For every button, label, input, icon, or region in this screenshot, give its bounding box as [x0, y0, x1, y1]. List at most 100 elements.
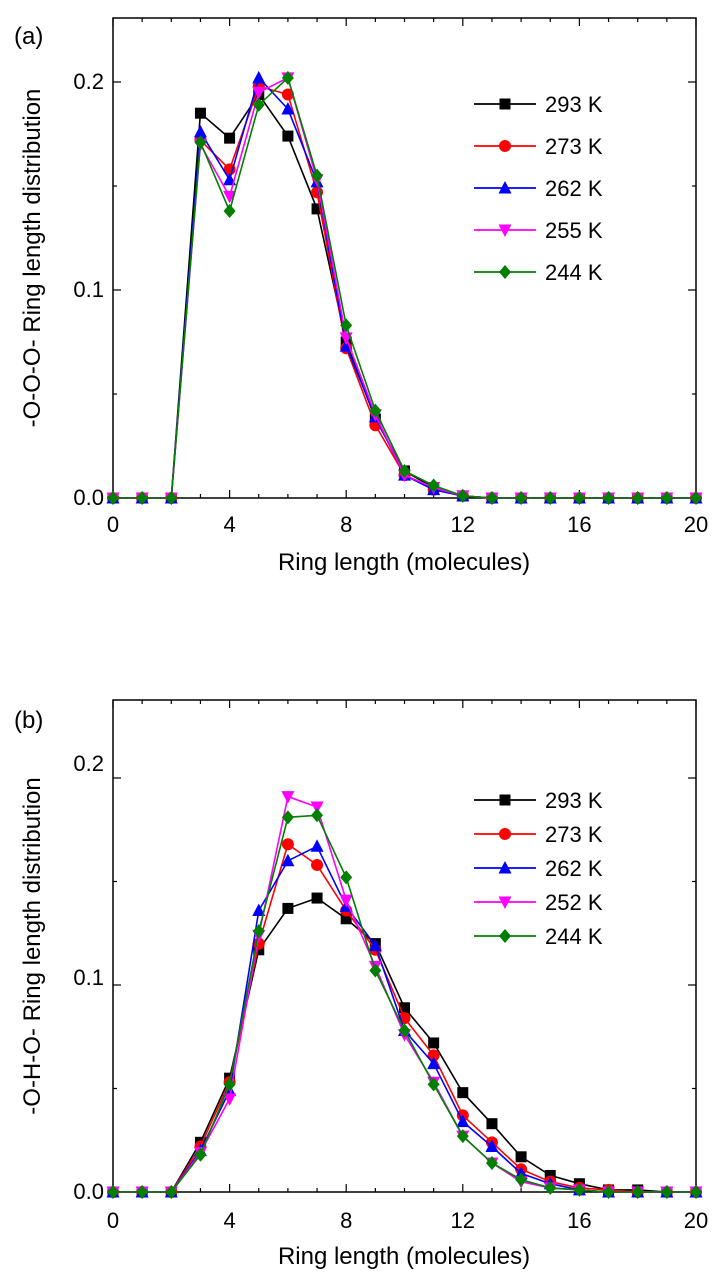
y-tick-label: 0.0	[73, 485, 104, 510]
x-tick-label: 20	[684, 1208, 708, 1233]
legend-a: 293 K 273 K 262 K 255 K 244 K	[474, 92, 603, 285]
data-point	[223, 163, 236, 176]
data-point	[485, 491, 498, 505]
data-point	[282, 130, 294, 142]
x-tick-label: 0	[107, 512, 119, 537]
series-line	[113, 93, 696, 499]
data-point	[282, 902, 294, 914]
y-tick-labels-b: 0.0 0.1 0.2	[73, 751, 104, 1204]
data-point	[136, 1185, 149, 1199]
data-point	[311, 808, 324, 823]
ticks-b	[112, 700, 697, 1193]
data-point	[456, 1114, 470, 1128]
legend-marker	[498, 181, 512, 194]
plot-frame-b	[112, 699, 697, 1193]
data-point	[281, 70, 294, 85]
series-244-k	[107, 808, 702, 1199]
data-point	[281, 88, 294, 101]
chart-panel-a: (a) -O-O-O- Ring length distribution Rin…	[14, 17, 708, 576]
data-point	[602, 491, 615, 505]
data-point	[311, 858, 324, 871]
data-point	[456, 488, 469, 503]
data-point	[223, 203, 236, 218]
data-point	[631, 491, 644, 505]
x-tick-labels-a: 0 4 8 12 16 20	[107, 512, 708, 537]
plot-area-b	[106, 791, 703, 1199]
data-point	[660, 491, 673, 505]
data-point	[427, 1077, 440, 1092]
x-tick-label: 12	[451, 1208, 475, 1233]
legend-label: 293 K	[545, 92, 603, 117]
y-axis-title-b: -O-H-O- Ring length distribution	[19, 777, 46, 1114]
data-point	[194, 1147, 207, 1162]
data-point	[486, 1118, 498, 1130]
panel-b-label: (b)	[14, 707, 43, 734]
legend-label: 244 K	[545, 924, 603, 949]
chart-panel-b: (b) -O-H-O- Ring length distribution Rin…	[14, 699, 708, 1270]
plot-area-a	[106, 70, 703, 505]
data-point	[311, 203, 323, 215]
legend-label: 273 K	[545, 134, 603, 159]
series-262-k	[106, 70, 703, 504]
y-tick-labels-a: 0.0 0.1 0.2	[73, 69, 104, 510]
x-tick-label: 16	[567, 1208, 591, 1233]
y-tick-label: 0.1	[73, 965, 104, 990]
x-tick-label: 8	[340, 512, 352, 537]
data-point	[427, 1049, 440, 1062]
data-point	[194, 107, 206, 119]
data-point	[252, 924, 265, 939]
x-tick-label: 20	[684, 512, 708, 537]
x-tick-label: 16	[567, 512, 591, 537]
x-tick-label: 12	[451, 512, 475, 537]
data-point	[544, 1180, 557, 1195]
data-point	[252, 903, 266, 916]
data-point	[223, 1093, 237, 1106]
y-tick-label: 0.1	[73, 277, 104, 302]
data-point	[311, 168, 324, 183]
legend-swatches-a	[474, 98, 536, 279]
legend-marker	[499, 929, 511, 943]
data-point	[252, 86, 266, 100]
data-point	[223, 1077, 236, 1092]
legend-marker	[498, 224, 512, 237]
ticks-a	[112, 18, 697, 499]
y-axis-title-a: -O-O-O- Ring length distribution	[19, 89, 46, 428]
data-point	[573, 491, 586, 505]
data-point	[398, 463, 411, 478]
data-point	[310, 839, 324, 852]
y-tick-label: 0.2	[73, 751, 104, 776]
data-point	[340, 318, 353, 333]
data-point	[573, 1182, 586, 1197]
legend-label: 252 K	[545, 890, 603, 915]
data-point	[339, 894, 353, 908]
data-point	[544, 1169, 556, 1181]
data-point	[281, 102, 295, 115]
data-point	[602, 1185, 615, 1199]
data-point	[107, 1185, 119, 1199]
data-point	[631, 1185, 644, 1199]
series-293-k	[107, 88, 702, 504]
data-point	[399, 1002, 410, 1014]
series-273-k	[107, 838, 702, 1198]
x-tick-label: 8	[340, 1208, 352, 1233]
legend-marker	[498, 861, 512, 874]
data-point	[224, 132, 236, 144]
data-point	[456, 1129, 469, 1144]
legend-label: 262 K	[545, 176, 603, 201]
legend-label: 244 K	[545, 260, 603, 285]
legend-marker	[499, 794, 511, 806]
data-point	[281, 853, 295, 867]
data-point	[223, 190, 237, 204]
legend-swatches-b	[474, 794, 536, 943]
data-point	[690, 491, 702, 505]
legend-label: 255 K	[545, 218, 603, 243]
x-tick-label: 4	[223, 1208, 235, 1233]
data-point	[253, 944, 265, 956]
data-point	[485, 1139, 499, 1152]
x-axis-title-a: Ring length (molecules)	[278, 549, 530, 576]
series-244-k	[107, 70, 702, 505]
data-point	[368, 938, 382, 952]
legend-marker	[499, 828, 511, 840]
data-point	[165, 491, 178, 505]
